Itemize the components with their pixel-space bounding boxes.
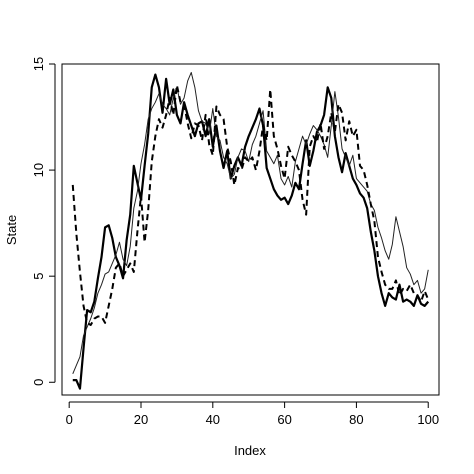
y-tick-label: 0: [31, 379, 46, 386]
y-axis-title: State: [4, 215, 19, 245]
x-tick-label: 100: [417, 412, 439, 427]
y-tick-label: 5: [31, 273, 46, 280]
y-axis: 0 5 10 15: [31, 57, 56, 386]
series-line-1-thick-solid: [72, 73, 430, 390]
series-line-3-dashed: [71, 84, 430, 326]
plot-box: [61, 63, 440, 396]
x-tick-label: 60: [277, 412, 291, 427]
x-tick-label: 80: [349, 412, 363, 427]
x-tick-label: 40: [206, 412, 220, 427]
y-tick-label: 10: [31, 163, 46, 177]
series-layer: [71, 71, 430, 390]
x-axis: 0 20 40 60 80 100: [66, 401, 439, 427]
x-tick-label: 0: [66, 412, 73, 427]
y-tick-label: 15: [31, 57, 46, 71]
x-tick-label: 20: [134, 412, 148, 427]
x-axis-title: Index: [234, 443, 266, 458]
